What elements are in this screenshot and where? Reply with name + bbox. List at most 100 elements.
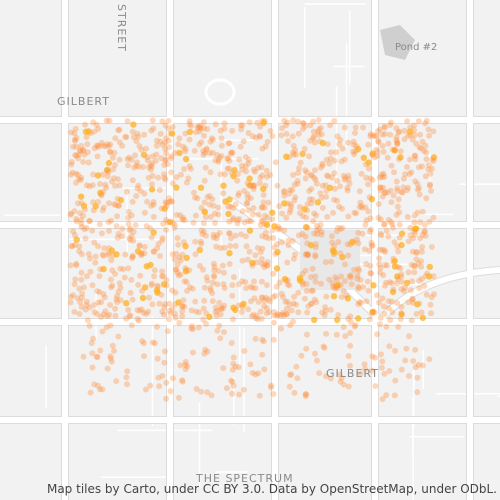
point	[379, 246, 386, 253]
point	[133, 162, 140, 169]
point	[136, 143, 143, 149]
point	[246, 227, 254, 234]
point	[366, 316, 373, 323]
point	[425, 162, 432, 168]
point	[89, 350, 96, 357]
point	[239, 257, 246, 264]
point	[367, 133, 374, 140]
point	[128, 212, 135, 219]
point	[412, 152, 418, 159]
point	[168, 198, 174, 205]
point	[427, 301, 434, 308]
point	[73, 170, 80, 177]
point	[96, 386, 103, 393]
point	[171, 221, 178, 228]
point	[393, 134, 400, 141]
point	[408, 169, 415, 176]
point	[295, 130, 302, 137]
point	[215, 157, 222, 163]
point	[260, 192, 267, 198]
point	[196, 246, 203, 254]
point	[108, 247, 116, 254]
point	[75, 176, 82, 183]
point	[319, 309, 326, 316]
point	[377, 216, 384, 223]
point	[264, 138, 271, 145]
point	[80, 147, 87, 154]
point	[304, 224, 311, 231]
point	[324, 141, 331, 148]
point	[409, 278, 416, 285]
point	[210, 272, 217, 279]
point	[244, 191, 251, 198]
point	[391, 257, 398, 265]
point	[355, 301, 362, 308]
point	[239, 278, 246, 285]
point	[276, 312, 283, 319]
point	[336, 371, 343, 378]
point	[164, 328, 171, 335]
point	[431, 291, 437, 298]
point	[209, 135, 215, 142]
point	[112, 135, 119, 142]
point	[86, 218, 93, 225]
point	[345, 383, 352, 390]
point	[112, 161, 118, 168]
point	[77, 148, 84, 154]
point	[303, 250, 310, 257]
point	[133, 193, 140, 199]
point	[319, 182, 326, 189]
point	[83, 182, 90, 189]
point	[95, 142, 102, 149]
point	[334, 285, 341, 292]
point	[315, 117, 322, 123]
point	[299, 150, 306, 158]
point	[90, 119, 97, 126]
point	[163, 379, 170, 386]
point	[423, 195, 430, 202]
point	[378, 351, 384, 358]
point	[78, 294, 85, 301]
point	[226, 261, 233, 267]
point	[330, 293, 338, 300]
point	[326, 160, 333, 167]
point	[132, 222, 139, 229]
point	[387, 122, 394, 128]
point	[239, 208, 246, 215]
point	[184, 363, 191, 370]
point	[328, 149, 334, 156]
point	[348, 319, 355, 325]
point	[141, 209, 148, 216]
point	[175, 272, 182, 279]
point	[226, 230, 233, 237]
point	[68, 243, 75, 250]
point	[96, 273, 103, 280]
point	[335, 224, 341, 231]
point	[77, 193, 85, 200]
point	[94, 153, 101, 160]
point	[381, 370, 388, 377]
point	[192, 129, 199, 136]
point	[67, 262, 74, 269]
point	[284, 281, 291, 288]
point	[154, 282, 161, 289]
point	[412, 156, 419, 163]
point	[201, 150, 208, 157]
point	[394, 300, 401, 307]
point	[367, 215, 374, 222]
point	[266, 309, 273, 315]
point	[259, 203, 266, 210]
point	[411, 122, 418, 129]
point	[148, 163, 155, 170]
point	[200, 147, 207, 154]
point	[258, 218, 265, 225]
point	[257, 222, 264, 229]
point	[376, 261, 383, 268]
point	[243, 243, 250, 250]
point	[232, 232, 239, 239]
point	[107, 302, 114, 308]
point	[69, 169, 76, 176]
point	[259, 351, 266, 358]
minor-roads	[4, 3, 500, 500]
point	[421, 222, 428, 228]
